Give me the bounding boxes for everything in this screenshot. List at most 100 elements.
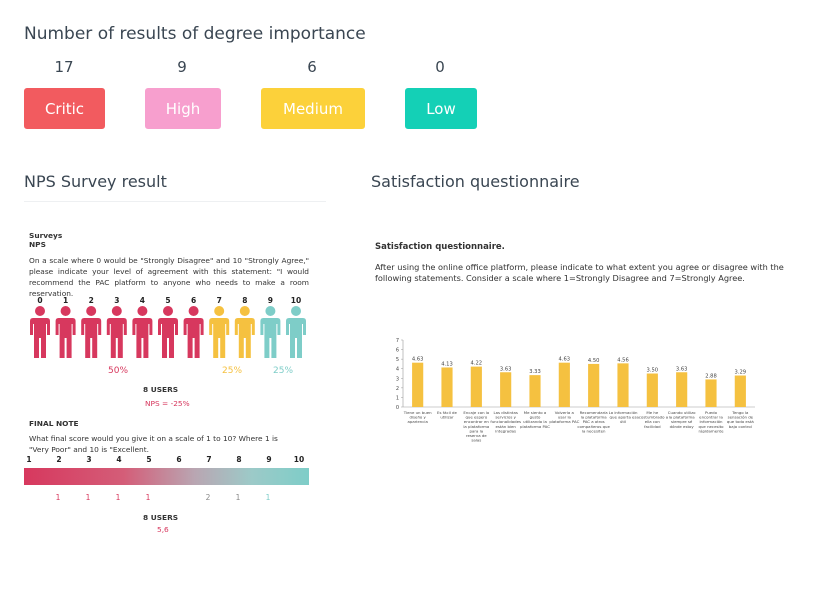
satisfaction-intro: After using the online office platform, … (375, 262, 784, 283)
final-count: 1 (85, 493, 91, 502)
final-scale-number: 7 (206, 455, 212, 464)
y-tick-label: 7 (396, 338, 399, 344)
y-tick-label: 2 (396, 386, 399, 392)
category-label: La información que aporta es útil (609, 410, 638, 424)
person-icon (55, 306, 76, 358)
person-icon (209, 306, 230, 358)
detractors-percent: 50% (108, 366, 129, 376)
final-scale-number: 8 (236, 455, 242, 464)
final-gradient-bar (24, 468, 309, 485)
satisfaction-heading: Satisfaction questionnaire. (375, 242, 505, 252)
nps-scale-number: 6 (190, 296, 197, 305)
bar (705, 379, 717, 407)
y-tick-label: 5 (396, 357, 399, 363)
y-tick-label: 6 (396, 348, 399, 354)
nps-scale-number: 1 (62, 296, 69, 305)
category-label: Tengo la sensación de que todo está bajo co… (727, 410, 755, 429)
nps-score: NPS = -25% (145, 399, 190, 408)
nps-scale-number: 9 (267, 296, 273, 305)
low-badge: Low (405, 88, 477, 129)
bar (558, 362, 570, 407)
final-count: 1 (55, 493, 61, 502)
bar-value-label: 3.50 (647, 368, 659, 374)
nps-scale-number: 10 (290, 296, 302, 305)
nps-scale-number: 0 (37, 296, 43, 305)
nps-scale-number: 8 (242, 296, 248, 305)
bar (676, 372, 688, 407)
bar-value-label: 3.63 (676, 366, 688, 372)
nps-people (30, 306, 306, 358)
promoters-percent: 25% (273, 366, 294, 376)
final-scale-number: 4 (116, 455, 122, 464)
final-count: 1 (145, 493, 151, 502)
high-count: 9 (177, 58, 187, 76)
low-count: 0 (435, 58, 445, 76)
nps-scale-number: 5 (165, 296, 171, 305)
bar (617, 363, 629, 407)
passives-percent: 25% (222, 366, 243, 376)
final-note-title: FINAL NOTE (29, 419, 79, 428)
category-label: Las distintas servicios y funcionalidades e… (490, 410, 521, 433)
final-scale-number: 2 (56, 455, 62, 464)
category-label: Es fácil de utilizar (437, 410, 457, 420)
category-label: Volvería a usar la plataforma PAC (549, 410, 579, 424)
medium-badge: Medium (261, 88, 365, 129)
nps-scale-number: 3 (114, 296, 120, 305)
final-count: 1 (265, 493, 271, 502)
bar-value-label: 4.56 (617, 357, 629, 363)
bar (646, 373, 658, 407)
bar (500, 372, 512, 407)
category-label: Me he acostumbrado a ella con facilidad (637, 410, 669, 429)
surveys-label: Surveys (29, 231, 63, 240)
final-count: 1 (235, 493, 241, 502)
satisfaction-bar-chart: 0 1 2 3 4 5 6 7 4.63 Tiene un buen diseño y aparien… (396, 338, 755, 443)
person-icon (234, 306, 255, 358)
bar-value-label: 4.50 (588, 358, 600, 364)
category-label: Recomendaría la plataforma PAC a otros comp… (577, 410, 610, 433)
person-icon (132, 306, 153, 358)
bar-value-label: 3.29 (735, 370, 747, 376)
bar (441, 367, 453, 407)
person-icon (260, 306, 281, 358)
category-label: Encaje con lo que espero encontrar en la pl… (463, 410, 490, 443)
bar-value-label: 4.22 (471, 361, 483, 367)
final-scale-number: 9 (266, 455, 272, 464)
critic-count: 17 (54, 58, 74, 76)
person-icon (106, 306, 127, 358)
nps-label: NPS (29, 240, 46, 249)
category-label: Tiene un buen diseño y apariencia (403, 410, 432, 424)
category-label: Cuando utilizo la plataforma siempre sé dón… (668, 410, 696, 429)
medium-count: 6 (307, 58, 317, 76)
final-users: 8 USERS (143, 513, 179, 522)
final-scale-number: 1 (26, 455, 32, 464)
nps-scale-number: 4 (139, 296, 145, 305)
person-icon (183, 306, 204, 358)
final-question: What final score would you give it on a … (29, 434, 278, 454)
final-scale-number: 10 (293, 455, 305, 464)
y-tick-label: 4 (396, 367, 399, 373)
bar (734, 375, 746, 407)
critic-badge: Critic (24, 88, 105, 129)
final-count: 1 (115, 493, 121, 502)
bar-value-label: 3.63 (500, 366, 512, 372)
high-badge: High (145, 88, 221, 129)
nps-scale-number: 2 (88, 296, 94, 305)
nps-divider (24, 201, 326, 202)
y-tick-label: 1 (396, 395, 399, 401)
category-label: Me siento a gusto utilizando la plataforma … (520, 410, 550, 429)
bar (588, 363, 600, 407)
final-scale-number: 5 (146, 455, 152, 464)
satisfaction-section-title: Satisfaction questionnaire (371, 172, 580, 191)
nps-section-title: NPS Survey result (24, 172, 167, 191)
person-icon (30, 306, 50, 358)
nps-scale-number: 7 (216, 296, 222, 305)
final-scale-number: 6 (176, 455, 182, 464)
bar-value-label: 4.13 (441, 361, 453, 367)
bar (412, 362, 424, 407)
person-icon (81, 306, 102, 358)
final-score: 5,6 (157, 525, 169, 534)
y-tick-label: 3 (396, 376, 399, 382)
page-title: Number of results of degree importance (24, 24, 366, 44)
bar-value-label: 3.33 (529, 369, 541, 375)
person-icon (286, 306, 306, 358)
